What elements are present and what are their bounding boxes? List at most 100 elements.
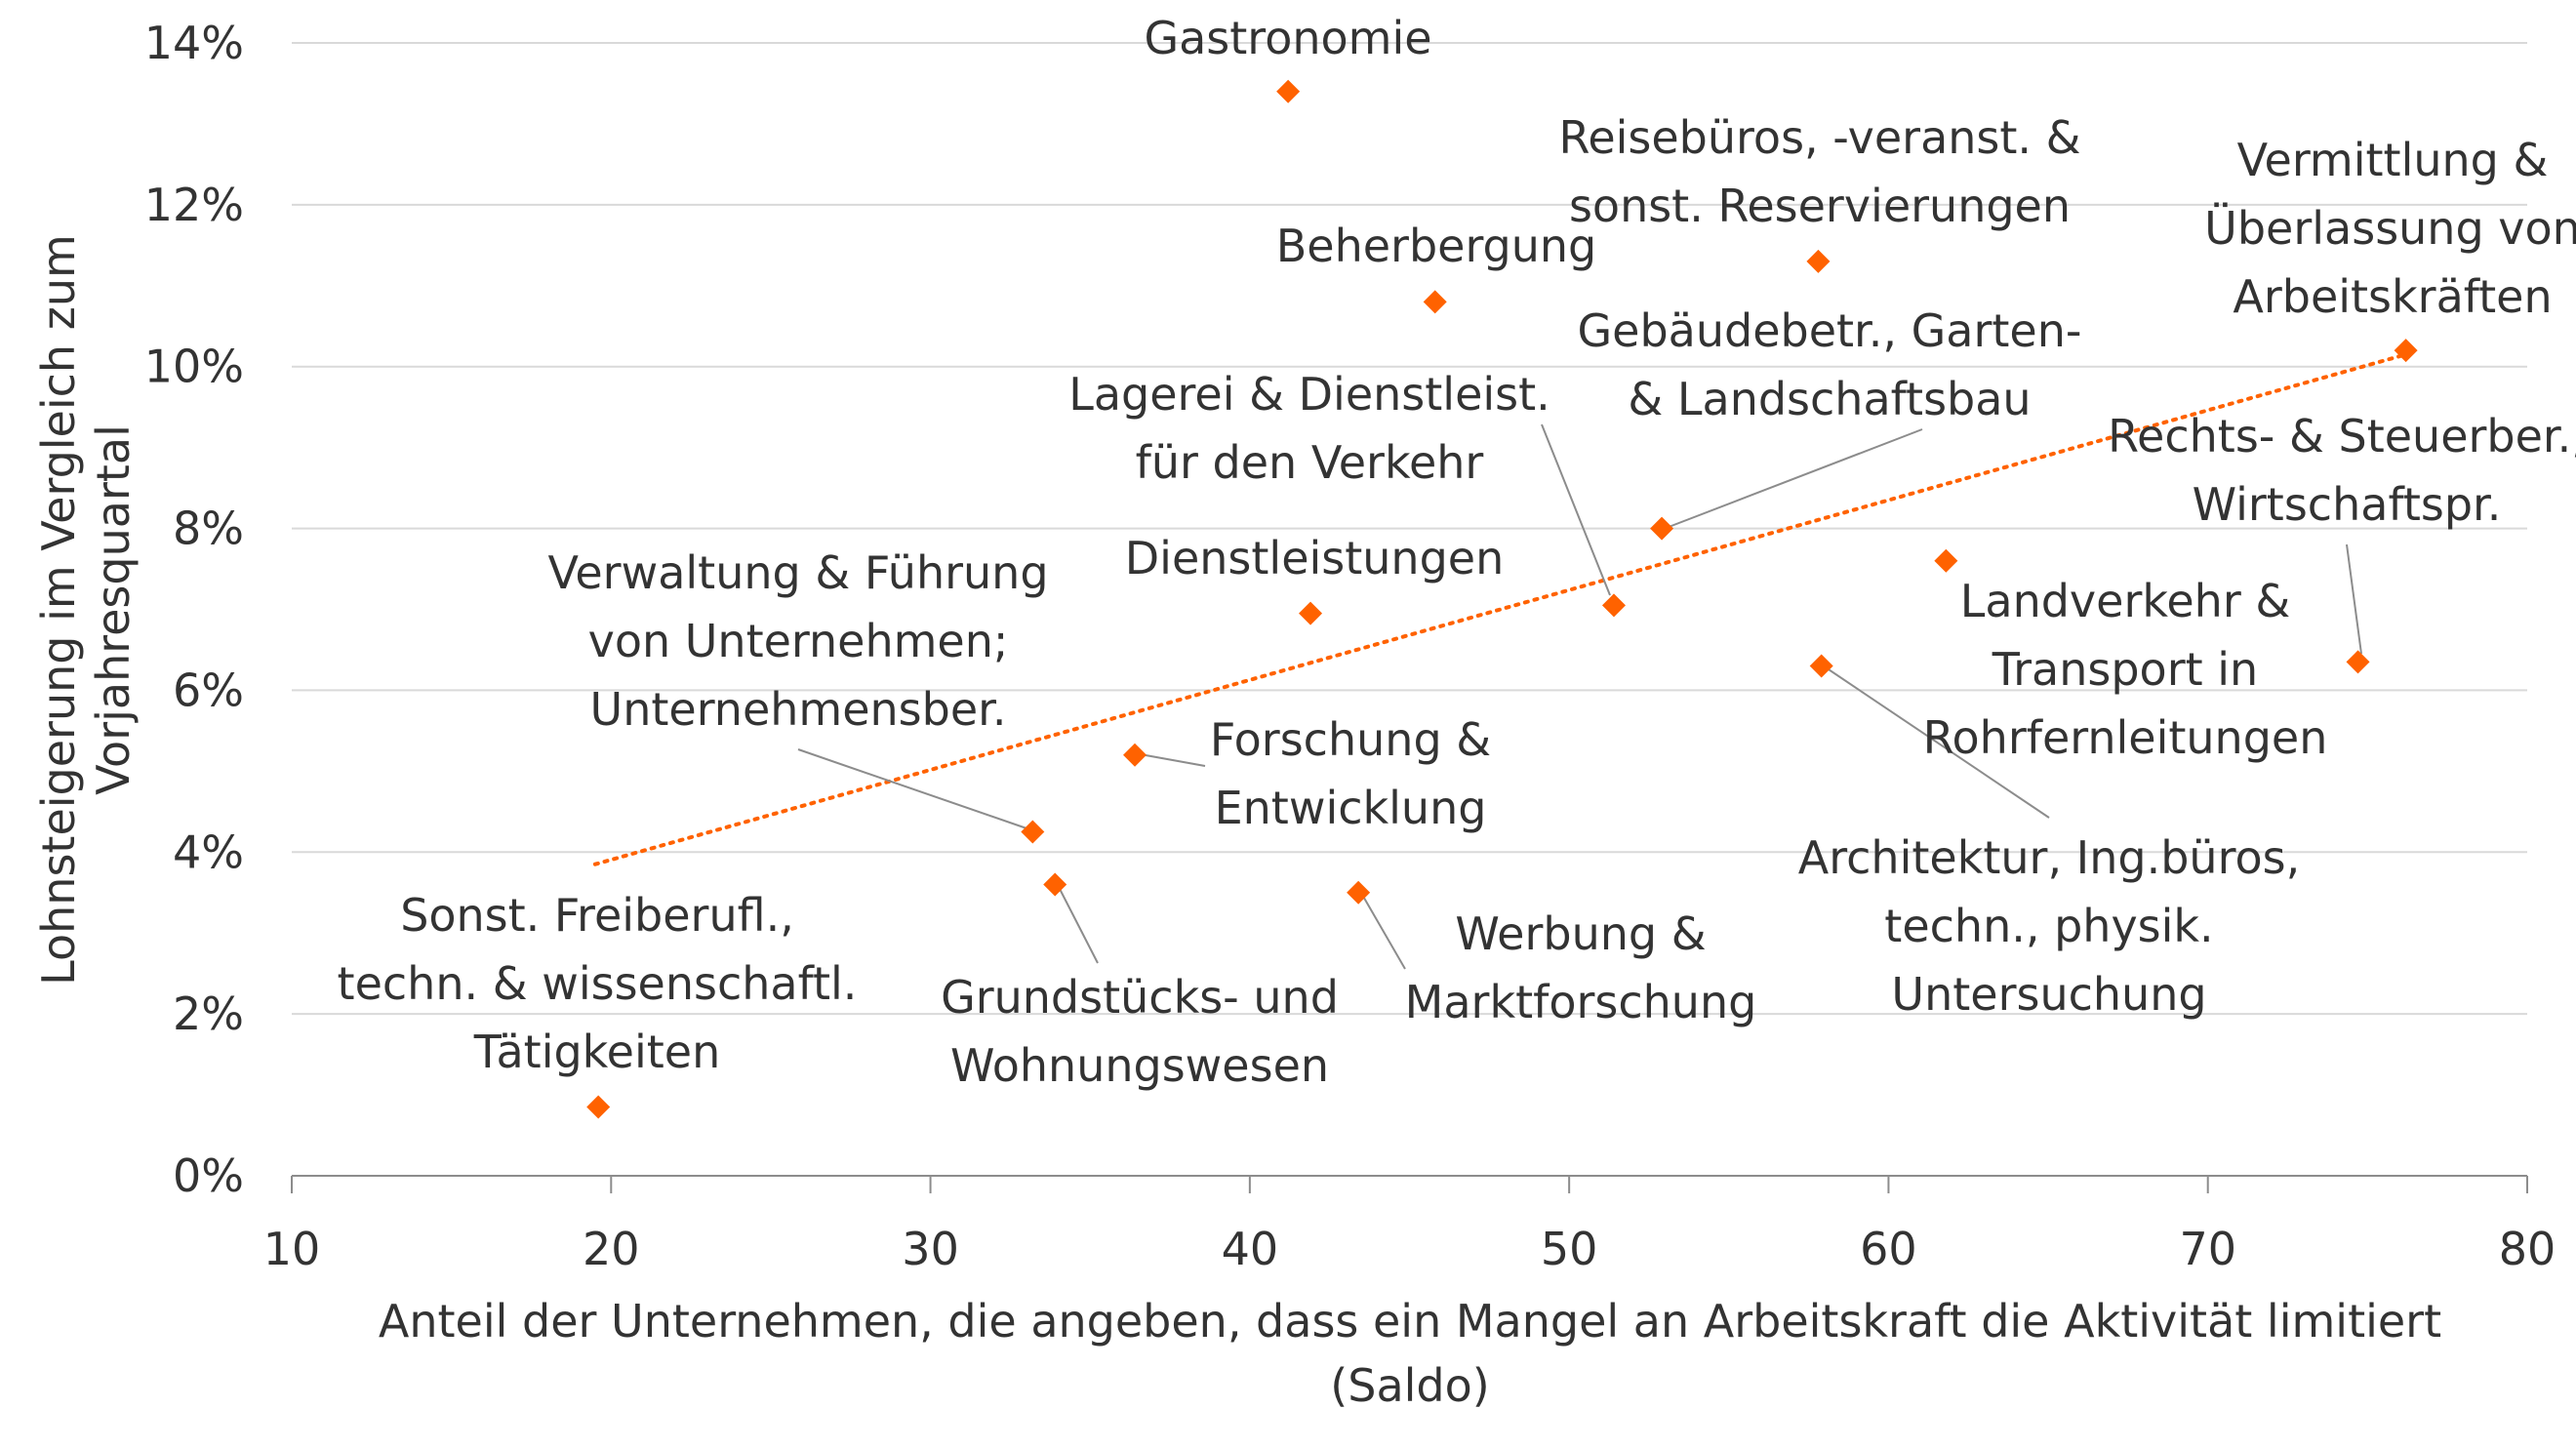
point-label-line: von Unternehmen; xyxy=(588,615,1009,667)
point-label-line: Tätigkeiten xyxy=(473,1026,721,1078)
trendline-layer xyxy=(592,352,2408,866)
x-tick-label: 10 xyxy=(263,1223,321,1275)
y-axis-title-line: Vorjahresquartal xyxy=(87,424,140,795)
point-label-line: Grundstücks- und xyxy=(941,971,1339,1024)
point-label-line: Marktforschung xyxy=(1405,976,1757,1028)
point-label-line: techn., physik. xyxy=(1884,900,2213,952)
point-label-line: Transport in xyxy=(1992,643,2258,696)
tick-labels: 0% 2% 4% 6% 8% 10% 12% 14% 10 20 30 40 50 60 70 80 xyxy=(144,17,2556,1275)
point-label: Verwaltung & Führung von Unternehmen; Unte… xyxy=(547,546,1048,736)
y-tick-label: 12% xyxy=(144,179,244,231)
point-labels: Gastronomie Reisebüros, -veranst. & sonst.… xyxy=(338,12,2576,1092)
point-label-line: & Landschaftsbau xyxy=(1628,373,2031,425)
x-axis-title: Anteil der Unternehmen, die angeben, das… xyxy=(379,1295,2441,1412)
point-label: Dienstleistungen xyxy=(1125,532,1504,584)
y-axis-title-line: Lohnsteigerung im Vergleich zum xyxy=(32,234,85,986)
point-label: Sonst. Freiberufl., techn. & wissenschaft… xyxy=(338,889,858,1078)
x-tick-label: 70 xyxy=(2179,1223,2236,1275)
y-tick-label: 4% xyxy=(173,825,244,878)
y-tick-label: 10% xyxy=(144,341,244,393)
scatter-point xyxy=(586,1095,611,1119)
y-tick-label: 0% xyxy=(173,1149,244,1202)
point-label-line: Vermittlung & xyxy=(2237,134,2549,186)
x-tick-label: 40 xyxy=(1222,1223,1279,1275)
point-label-line: techn. & wissenschaftl. xyxy=(338,957,858,1010)
leader-lines xyxy=(797,423,2362,970)
scatter-point xyxy=(2346,650,2370,674)
point-label: Grundstücks- und Wohnungswesen xyxy=(941,971,1339,1092)
scatter-point xyxy=(1809,654,1833,678)
point-label: Forschung & Entwicklung xyxy=(1210,713,1491,834)
leader-line xyxy=(1541,423,1611,596)
leader-line xyxy=(1360,892,1406,970)
point-label: Werbung & Marktforschung xyxy=(1405,907,1757,1028)
point-label: Beherbergung xyxy=(1276,220,1597,272)
point-label-line: Überlassung von xyxy=(2204,202,2576,255)
point-label-line: Forschung & xyxy=(1210,713,1491,766)
leader-line xyxy=(1058,886,1099,964)
y-tick-label: 8% xyxy=(173,503,244,555)
scatter-point xyxy=(1043,872,1067,897)
point-label-line: Gebäudebetr., Garten- xyxy=(1578,304,2082,357)
y-tick-label: 6% xyxy=(173,664,244,716)
x-tick-label: 80 xyxy=(2499,1223,2556,1275)
scatter-point xyxy=(1123,743,1147,767)
point-label-line: Architektur, Ing.büros, xyxy=(1798,831,2300,884)
point-label: Vermittlung & Überlassung von Arbeitskräft… xyxy=(2204,134,2576,323)
point-label-line: Reisebüros, -veranst. & xyxy=(1558,111,2080,164)
point-label-line: Untersuchung xyxy=(1891,968,2206,1021)
leader-line xyxy=(1663,428,1923,530)
leader-line xyxy=(1134,752,1206,767)
point-label: Lagerei & Dienstleist. für den Verkehr xyxy=(1068,368,1550,489)
leader-line xyxy=(1819,663,2050,819)
y-tick-label: 2% xyxy=(173,987,244,1040)
point-label-line: Dienstleistungen xyxy=(1125,532,1504,584)
scatter-point xyxy=(1021,820,1045,844)
scatter-point xyxy=(1806,249,1831,273)
scatter-point xyxy=(1423,290,1447,314)
point-label: Rechts- & Steuerber., Wirtschaftspr. xyxy=(2108,410,2576,531)
x-tick-label: 60 xyxy=(1860,1223,1917,1275)
leader-line xyxy=(797,748,1033,831)
point-label-line: Wohnungswesen xyxy=(950,1039,1329,1092)
gridlines xyxy=(292,42,2527,1016)
scatter-point xyxy=(1650,516,1674,541)
point-label: Landverkehr & Transport in Rohrfernleitung… xyxy=(1923,575,2328,764)
x-axis-title-line: (Saldo) xyxy=(1330,1359,1489,1412)
point-label-line: Unternehmensber. xyxy=(590,683,1007,736)
point-label-line: Sonst. Freiberufl., xyxy=(400,889,794,942)
point-label-line: für den Verkehr xyxy=(1136,436,1484,489)
point-label: Gastronomie xyxy=(1144,12,1431,64)
trendline xyxy=(592,352,2408,866)
axes xyxy=(291,1175,2528,1193)
point-label-line: Arbeitskräften xyxy=(2233,270,2552,323)
data-points xyxy=(586,79,2418,1119)
point-label-line: Verwaltung & Führung xyxy=(547,546,1048,599)
scatter-point xyxy=(1299,601,1323,625)
point-label: Reisebüros, -veranst. & sonst. Reservieru… xyxy=(1558,111,2080,232)
scatter-point xyxy=(1347,880,1371,905)
y-tick-label: 14% xyxy=(144,17,244,69)
point-label-line: Werbung & xyxy=(1455,907,1706,960)
point-label-line: Rechts- & Steuerber., xyxy=(2108,410,2576,463)
point-label-line: Entwicklung xyxy=(1215,782,1487,834)
point-label-line: Wirtschaftspr. xyxy=(2193,478,2502,531)
x-tick-label: 50 xyxy=(1541,1223,1598,1275)
x-tick-label: 30 xyxy=(902,1223,959,1275)
scatter-point xyxy=(2394,339,2418,363)
scatter-point xyxy=(1276,79,1301,103)
point-label: Gebäudebetr., Garten- & Landschaftsbau xyxy=(1578,304,2082,425)
point-label-line: Lagerei & Dienstleist. xyxy=(1068,368,1550,421)
point-label-line: Landverkehr & xyxy=(1960,575,2290,627)
point-label-line: sonst. Reservierungen xyxy=(1569,180,2071,232)
x-axis-title-line: Anteil der Unternehmen, die angeben, das… xyxy=(379,1295,2441,1348)
point-label-line: Rohrfernleitungen xyxy=(1923,711,2328,764)
point-label: Architektur, Ing.büros, techn., physik. Un… xyxy=(1798,831,2300,1021)
scatter-point xyxy=(1601,593,1626,618)
point-label-line: Beherbergung xyxy=(1276,220,1597,272)
point-label-line: Gastronomie xyxy=(1144,12,1431,64)
x-tick-label: 20 xyxy=(583,1223,640,1275)
leader-line xyxy=(2346,543,2362,655)
scatter-point xyxy=(1934,548,1958,573)
